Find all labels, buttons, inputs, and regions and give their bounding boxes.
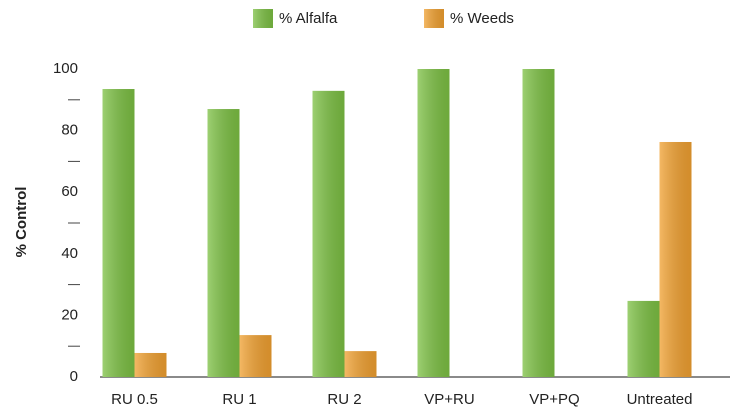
bar-sheen <box>417 69 450 377</box>
y-tick-label: 100 <box>53 60 78 77</box>
x-tick-label: RU 2 <box>327 391 361 408</box>
bar-sheen <box>344 351 377 377</box>
bar-sheen <box>102 89 135 378</box>
bar-sheen <box>627 300 660 377</box>
x-tick-label: RU 1 <box>222 391 256 408</box>
legend-swatch-sheen <box>424 9 444 28</box>
y-tick-label: 80 <box>61 122 78 139</box>
x-tick-label: VP+PQ <box>529 391 579 408</box>
y-tick-label: 0 <box>70 368 78 385</box>
y-tick-label: 40 <box>61 245 78 262</box>
y-tick-label: 20 <box>61 306 78 323</box>
bar-sheen <box>522 69 555 377</box>
legend-label: % Alfalfa <box>279 10 338 27</box>
legend-label: % Weeds <box>450 10 514 27</box>
x-tick-label: VP+RU <box>424 391 474 408</box>
x-tick-label: RU 0.5 <box>111 391 158 408</box>
bar-sheen <box>239 335 272 377</box>
bar-sheen <box>134 352 167 377</box>
x-tick-label: Untreated <box>627 391 693 408</box>
legend-swatch-sheen <box>253 9 273 28</box>
y-tick-label: 60 <box>61 183 78 200</box>
bar-sheen <box>207 109 240 377</box>
y-axis-label: % Control <box>13 187 30 258</box>
bar-sheen <box>312 90 345 378</box>
bar-sheen <box>659 141 692 377</box>
